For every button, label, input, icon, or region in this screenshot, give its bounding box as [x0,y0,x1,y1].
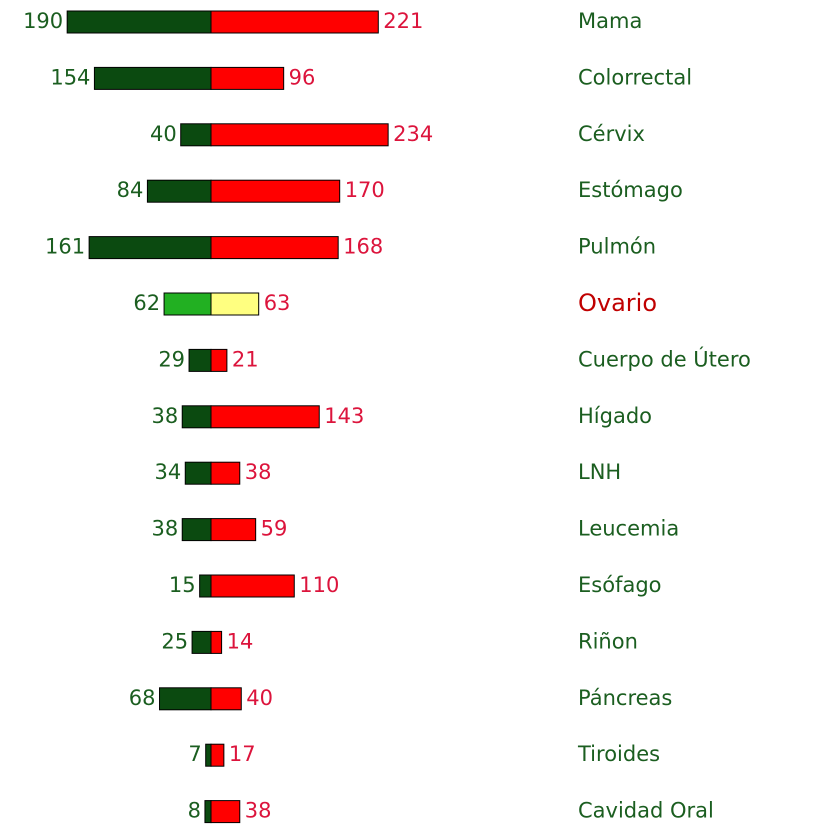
right-value-label: 40 [246,686,273,710]
category-label: Tiroides [577,742,660,766]
right-value-label: 221 [383,9,423,33]
category-label: Cérvix [578,122,645,146]
left-bar [191,630,212,654]
left-bar [159,687,212,711]
left-bar [88,236,212,260]
right-bar [210,348,228,372]
right-bar [210,630,223,654]
right-bar [210,10,379,34]
left-value-label: 154 [50,65,90,89]
left-bar [163,292,212,316]
left-value-label: 7 [188,742,201,766]
left-value-label: 68 [129,686,156,710]
right-bar [210,405,320,429]
left-bar [180,123,212,147]
left-bar [184,461,212,485]
left-bar [181,518,212,542]
right-value-label: 143 [324,404,364,428]
right-value-label: 234 [393,122,433,146]
category-label: Estómago [578,178,683,202]
right-value-label: 170 [345,178,385,202]
right-value-label: 168 [343,235,383,259]
category-label: Hígado [578,404,652,428]
category-label: Mama [578,9,642,33]
left-value-label: 34 [155,460,182,484]
right-bar [210,123,389,147]
left-value-label: 8 [188,799,201,823]
category-label: Ovario [578,289,657,317]
left-value-label: 38 [151,517,178,541]
right-value-label: 14 [227,629,254,653]
right-bar [210,743,225,767]
left-bar [181,405,212,429]
left-value-label: 84 [117,178,144,202]
left-value-label: 38 [151,404,178,428]
right-bar [210,687,242,711]
left-value-label: 62 [133,291,160,315]
left-bar [204,800,212,824]
left-value-label: 25 [161,629,188,653]
category-label: Colorrectal [578,65,692,89]
category-label: Cuerpo de Útero [578,346,751,371]
category-label: Riñon [578,629,638,653]
right-bar [210,179,341,203]
right-value-label: 21 [232,347,259,371]
category-label: Pulmón [578,235,656,259]
right-bar [210,574,295,598]
right-value-label: 59 [261,517,288,541]
left-value-label: 161 [45,235,85,259]
left-bar [93,66,212,90]
right-value-label: 17 [229,742,256,766]
left-bar [205,743,212,767]
left-value-label: 29 [158,347,185,371]
left-bar [146,179,212,203]
category-label: Páncreas [578,686,672,710]
right-value-label: 63 [264,291,291,315]
left-value-label: 190 [23,9,63,33]
right-bar [210,461,241,485]
category-label: Esófago [578,573,662,597]
left-bar [199,574,212,598]
category-label: LNH [578,460,621,484]
left-value-label: 40 [150,122,177,146]
right-bar [210,236,339,260]
right-value-label: 110 [299,573,339,597]
category-label: Leucemia [578,517,679,541]
right-value-label: 96 [289,65,316,89]
category-label: Cavidad Oral [578,799,714,823]
left-bar [66,10,212,34]
left-value-label: 15 [169,573,196,597]
right-bar [210,292,260,316]
right-value-label: 38 [245,460,272,484]
left-bar [188,348,212,372]
right-bar [210,800,241,824]
right-bar [210,66,285,90]
right-bar [210,518,257,542]
right-value-label: 38 [245,799,272,823]
